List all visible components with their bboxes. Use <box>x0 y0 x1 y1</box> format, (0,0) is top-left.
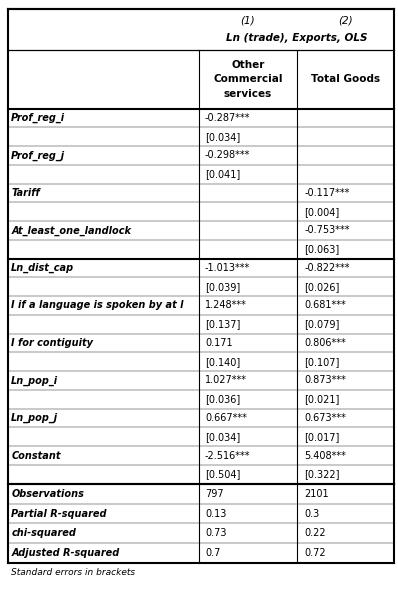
Text: [0.021]: [0.021] <box>304 394 340 405</box>
Text: Observations: Observations <box>11 489 84 498</box>
Text: Ln (trade), Exports, OLS: Ln (trade), Exports, OLS <box>226 33 367 43</box>
Text: [0.504]: [0.504] <box>205 469 240 479</box>
Text: [0.063]: [0.063] <box>304 244 340 254</box>
Text: [0.322]: [0.322] <box>304 469 340 479</box>
Text: I for contiguity: I for contiguity <box>11 338 93 348</box>
Text: 0.22: 0.22 <box>304 529 326 538</box>
Text: 0.667***: 0.667*** <box>205 413 247 423</box>
Text: 1.248***: 1.248*** <box>205 301 247 311</box>
Text: Prof_reg_j: Prof_reg_j <box>11 150 65 160</box>
Text: [0.140]: [0.140] <box>205 357 240 366</box>
Text: 0.873***: 0.873*** <box>304 375 346 386</box>
Text: 0.73: 0.73 <box>205 529 226 538</box>
Text: 1.027***: 1.027*** <box>205 375 247 386</box>
Text: At_least_one_landlock: At_least_one_landlock <box>11 225 131 236</box>
Text: Adjusted R-squared: Adjusted R-squared <box>11 548 119 558</box>
Text: 0.171: 0.171 <box>205 338 232 348</box>
Text: -0.753***: -0.753*** <box>304 226 350 235</box>
Text: 797: 797 <box>205 489 224 498</box>
Text: 0.3: 0.3 <box>304 508 320 519</box>
Text: -2.516***: -2.516*** <box>205 450 250 460</box>
Text: Commercial: Commercial <box>213 74 283 84</box>
Text: -0.822***: -0.822*** <box>304 263 350 273</box>
Text: [0.079]: [0.079] <box>304 319 340 329</box>
Text: Tariff: Tariff <box>11 188 40 198</box>
Text: [0.034]: [0.034] <box>205 132 240 142</box>
Text: 0.13: 0.13 <box>205 508 226 519</box>
Text: Ln_dist_cap: Ln_dist_cap <box>11 263 74 273</box>
Text: 2101: 2101 <box>304 489 329 498</box>
Text: Standard errors in brackets: Standard errors in brackets <box>11 568 135 577</box>
Text: [0.039]: [0.039] <box>205 282 240 292</box>
Text: [0.107]: [0.107] <box>304 357 340 366</box>
Text: (1): (1) <box>240 15 255 26</box>
Text: Constant: Constant <box>11 450 60 460</box>
Text: 0.681***: 0.681*** <box>304 301 346 311</box>
Text: 5.408***: 5.408*** <box>304 450 346 460</box>
Text: services: services <box>224 89 272 99</box>
Text: 0.673***: 0.673*** <box>304 413 346 423</box>
Text: [0.026]: [0.026] <box>304 282 340 292</box>
Text: [0.137]: [0.137] <box>205 319 240 329</box>
Text: -0.117***: -0.117*** <box>304 188 350 198</box>
Text: [0.004]: [0.004] <box>304 207 340 217</box>
Text: [0.034]: [0.034] <box>205 432 240 442</box>
Text: chi-squared: chi-squared <box>11 529 76 538</box>
Text: Partial R-squared: Partial R-squared <box>11 508 107 519</box>
Text: [0.041]: [0.041] <box>205 169 240 179</box>
Text: (2): (2) <box>338 15 353 26</box>
Text: -1.013***: -1.013*** <box>205 263 250 273</box>
Text: -0.287***: -0.287*** <box>205 113 250 123</box>
Text: 0.72: 0.72 <box>304 548 326 558</box>
Text: -0.298***: -0.298*** <box>205 150 250 160</box>
Text: Ln_pop_j: Ln_pop_j <box>11 413 58 423</box>
Text: Other: Other <box>231 59 264 69</box>
Text: Prof_reg_i: Prof_reg_i <box>11 113 65 123</box>
Text: Ln_pop_i: Ln_pop_i <box>11 375 58 386</box>
Text: 0.7: 0.7 <box>205 548 220 558</box>
Text: Total Goods: Total Goods <box>311 74 380 84</box>
Text: [0.017]: [0.017] <box>304 432 340 442</box>
Text: [0.036]: [0.036] <box>205 394 240 405</box>
Text: 0.806***: 0.806*** <box>304 338 346 348</box>
Text: I if a language is spoken by at l: I if a language is spoken by at l <box>11 301 183 311</box>
